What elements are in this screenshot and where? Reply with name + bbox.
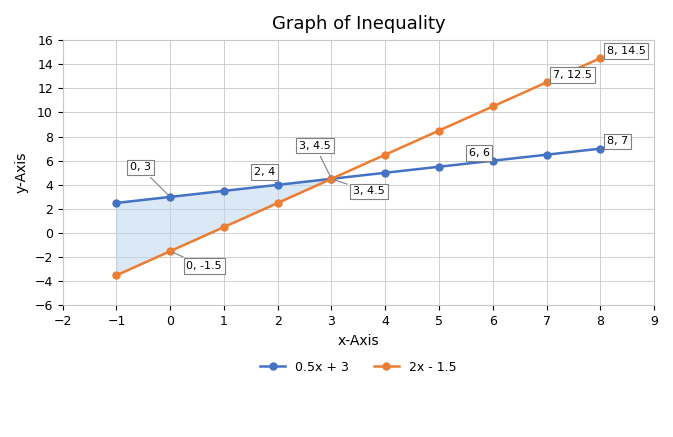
- Text: 2, 4: 2, 4: [254, 167, 276, 183]
- 2x - 1.5: [166, 249, 174, 254]
- Text: 0, 3: 0, 3: [130, 163, 168, 195]
- Text: 3, 4.5: 3, 4.5: [334, 180, 385, 197]
- 2x - 1.5: [435, 128, 443, 133]
- 2x - 1.5: [112, 273, 120, 278]
- 0.5x + 3: [435, 164, 443, 170]
- X-axis label: x-Axis: x-Axis: [338, 334, 379, 348]
- 0.5x + 3: [381, 170, 389, 175]
- 2x - 1.5: [542, 80, 551, 85]
- 2x - 1.5: [220, 225, 228, 230]
- Line: 2x - 1.5: 2x - 1.5: [113, 55, 604, 279]
- 0.5x + 3: [489, 158, 497, 163]
- 2x - 1.5: [328, 176, 336, 181]
- Title: Graph of Inequality: Graph of Inequality: [271, 15, 445, 33]
- 2x - 1.5: [596, 55, 604, 61]
- 0.5x + 3: [220, 188, 228, 194]
- 2x - 1.5: [489, 104, 497, 109]
- Y-axis label: y-Axis: y-Axis: [15, 152, 29, 194]
- 0.5x + 3: [166, 194, 174, 200]
- 0.5x + 3: [328, 176, 336, 181]
- 2x - 1.5: [381, 152, 389, 157]
- Text: 6, 6: 6, 6: [468, 148, 493, 161]
- Legend: 0.5x + 3, 2x - 1.5: 0.5x + 3, 2x - 1.5: [255, 356, 462, 379]
- 2x - 1.5: [274, 200, 282, 205]
- Line: 0.5x + 3: 0.5x + 3: [113, 145, 604, 206]
- 0.5x + 3: [542, 152, 551, 157]
- Text: 8, 7: 8, 7: [600, 136, 628, 149]
- Text: 7, 12.5: 7, 12.5: [546, 70, 592, 82]
- 0.5x + 3: [112, 200, 120, 205]
- 0.5x + 3: [274, 182, 282, 187]
- Text: 3, 4.5: 3, 4.5: [299, 141, 331, 176]
- Text: 0, -1.5: 0, -1.5: [173, 252, 222, 271]
- Text: 8, 14.5: 8, 14.5: [600, 46, 645, 58]
- 0.5x + 3: [596, 146, 604, 151]
